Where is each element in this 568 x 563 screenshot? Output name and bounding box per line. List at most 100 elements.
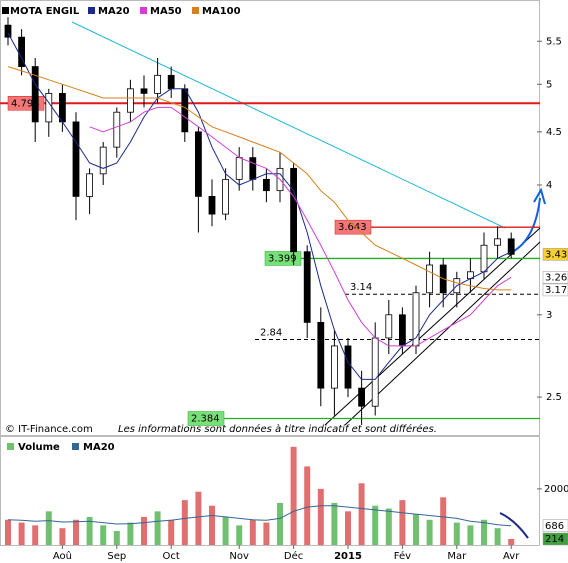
candle-body	[398, 314, 406, 347]
y-tick-label: 2.5	[546, 392, 562, 403]
x-tick-label: Oct	[163, 551, 180, 562]
candle-body	[303, 251, 311, 323]
candle-body	[426, 264, 434, 294]
volume-bar	[18, 522, 25, 545]
level-label: 4.794	[11, 98, 40, 109]
last-value-label: 686	[545, 521, 564, 532]
last-value-box	[542, 248, 568, 261]
volume-bar	[331, 502, 338, 545]
volume-bar	[127, 522, 134, 545]
legend-swatch	[140, 7, 147, 14]
y-tick-label: 4	[546, 180, 552, 191]
candle-body	[507, 238, 515, 255]
note: Les informations sont données à titre in…	[118, 423, 437, 435]
level-box	[264, 251, 302, 266]
level-label: 2.384	[191, 414, 220, 425]
volume-bar	[399, 500, 406, 545]
level-box	[187, 411, 225, 426]
y-tick-label: 5	[546, 79, 552, 90]
level-box	[334, 219, 372, 235]
legend-swatch	[2, 7, 9, 14]
x-tick-label: 2015	[334, 551, 362, 562]
volume-title: Volume	[18, 442, 60, 453]
volume-bar	[345, 511, 351, 545]
volume-bar	[86, 516, 93, 545]
candle-body	[235, 157, 243, 180]
candle-body	[154, 74, 162, 94]
volume-bar	[181, 500, 188, 545]
volume-bar	[236, 525, 243, 545]
y-tick-label: 5.5	[546, 36, 562, 47]
volume-bar	[113, 530, 120, 545]
volume-bar	[372, 505, 379, 545]
chart-title: MOTA ENGIL	[10, 6, 80, 17]
volume-ma-line	[7, 505, 512, 527]
last-value-box	[542, 283, 568, 297]
x-tick-label: Avr	[503, 551, 520, 562]
candle-body	[140, 88, 148, 94]
legend-swatch	[72, 443, 79, 450]
candle-body	[317, 321, 325, 389]
y-tick-label: 3	[546, 310, 552, 321]
x-tick-label: Nov	[229, 551, 249, 562]
candle-body	[181, 88, 189, 133]
legend-label: MA20	[98, 6, 130, 17]
last-value-label: 3.43	[545, 249, 567, 260]
volume-bar	[481, 519, 487, 545]
forecast-arrow	[511, 197, 541, 253]
candle-body	[480, 244, 488, 273]
volume-bar	[195, 491, 202, 545]
volume-bar	[141, 516, 147, 545]
x-tick-label: Sep	[107, 551, 126, 562]
volume-bar	[154, 511, 161, 545]
x-tick-label: Fév	[394, 550, 411, 562]
volume-bar	[100, 525, 107, 545]
volume-frame	[0, 436, 540, 546]
last-value-box	[542, 532, 568, 546]
volume-bar	[249, 519, 256, 545]
forecast-arrow-head	[533, 187, 546, 205]
volume-bar	[358, 483, 365, 545]
legend-label: MA20	[83, 442, 115, 453]
candle-body	[358, 387, 366, 407]
volume-bar	[426, 519, 433, 545]
volume-bar	[59, 528, 66, 545]
volume-bar	[168, 519, 175, 545]
volume-bar	[413, 514, 419, 545]
volume-bar	[317, 488, 324, 545]
volume-bar	[5, 519, 11, 545]
x-tick-label: Déc	[284, 550, 303, 562]
candle-body	[72, 121, 80, 197]
candle-body	[494, 238, 502, 246]
candle-body	[371, 337, 379, 407]
volume-bar	[440, 497, 447, 545]
candle-body	[222, 178, 230, 215]
volume-bar	[467, 525, 474, 545]
legend-label: MA50	[150, 6, 182, 17]
level-label: 2.84	[260, 328, 282, 339]
candle-body	[59, 92, 66, 123]
candle-body	[31, 66, 39, 123]
level-label: 3.14	[350, 282, 372, 293]
candle-body	[4, 24, 12, 38]
ma-line	[7, 66, 512, 291]
volume-bar	[277, 502, 283, 545]
credit: © IT-Finance.com	[5, 424, 93, 435]
volume-bar	[73, 519, 79, 545]
trend-line	[71, 21, 506, 229]
legend-label: MA100	[202, 6, 241, 17]
candle-body	[344, 345, 352, 389]
x-tick-label: Aoû	[53, 550, 72, 562]
volume-bar	[494, 528, 501, 545]
volume-bar	[385, 508, 392, 545]
y-tick-label: 4.5	[546, 127, 562, 138]
volume-arrow	[499, 512, 529, 539]
ma-line	[89, 106, 512, 347]
x-tick-label: Mar	[447, 551, 467, 562]
volume-bar	[209, 505, 215, 545]
candle-body	[330, 345, 338, 389]
legend-swatch	[7, 443, 14, 450]
volume-bar	[453, 522, 460, 545]
